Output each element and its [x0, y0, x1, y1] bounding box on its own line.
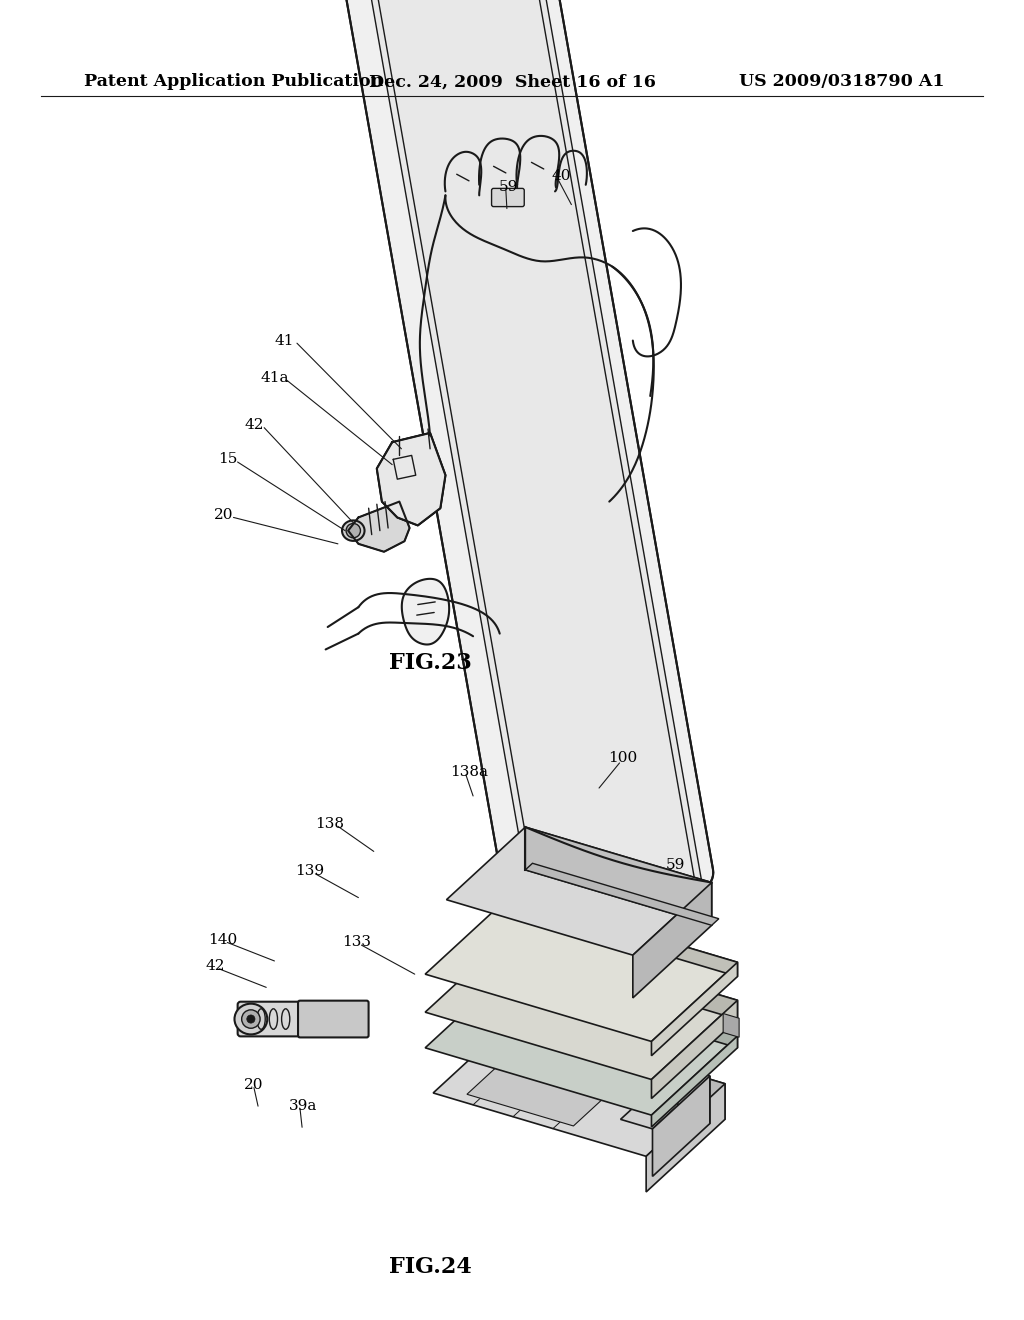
Circle shape: [247, 1015, 255, 1023]
Polygon shape: [651, 962, 737, 1056]
Text: 39a: 39a: [289, 1100, 317, 1113]
Polygon shape: [377, 433, 445, 525]
Polygon shape: [552, 1073, 587, 1089]
Text: 138: 138: [315, 817, 344, 830]
Ellipse shape: [242, 1010, 260, 1028]
Polygon shape: [401, 579, 450, 644]
Text: Dec. 24, 2009  Sheet 16 of 16: Dec. 24, 2009 Sheet 16 of 16: [369, 74, 655, 90]
Polygon shape: [467, 1035, 638, 1126]
Text: 138a: 138a: [450, 766, 488, 779]
Polygon shape: [651, 1036, 737, 1127]
Polygon shape: [525, 863, 719, 925]
Text: 20: 20: [213, 508, 233, 521]
Text: US 2009/0318790 A1: US 2009/0318790 A1: [738, 74, 944, 90]
Text: 134a: 134a: [503, 981, 542, 994]
Text: 59: 59: [500, 181, 518, 194]
Text: 135: 135: [649, 899, 678, 912]
Polygon shape: [651, 1001, 737, 1098]
Polygon shape: [425, 933, 737, 1080]
Text: 134: 134: [530, 1039, 559, 1052]
Text: FIG.24: FIG.24: [389, 1257, 471, 1278]
Polygon shape: [321, 0, 714, 921]
Polygon shape: [511, 933, 737, 1019]
Text: 134c: 134c: [500, 999, 537, 1012]
Polygon shape: [348, 502, 410, 552]
Text: Patent Application Publication: Patent Application Publication: [84, 74, 383, 90]
Text: 42: 42: [205, 960, 225, 973]
Ellipse shape: [342, 520, 365, 541]
Text: 136: 136: [655, 880, 684, 894]
Polygon shape: [511, 969, 737, 1048]
Polygon shape: [646, 1084, 725, 1192]
Text: 100: 100: [608, 751, 637, 764]
Polygon shape: [525, 828, 712, 925]
Polygon shape: [425, 895, 737, 1041]
Polygon shape: [446, 828, 712, 956]
Circle shape: [346, 524, 360, 537]
Text: 15: 15: [218, 453, 237, 466]
Polygon shape: [340, 0, 705, 940]
FancyBboxPatch shape: [492, 189, 524, 207]
Polygon shape: [511, 895, 737, 977]
Text: 134b: 134b: [490, 1018, 529, 1031]
Text: 59: 59: [667, 858, 685, 871]
Text: 132: 132: [639, 941, 668, 954]
Text: 133: 133: [342, 936, 371, 949]
Text: 40: 40: [551, 169, 571, 182]
Text: 140: 140: [209, 933, 238, 946]
Ellipse shape: [234, 1003, 267, 1035]
Text: 42: 42: [244, 418, 264, 432]
FancyBboxPatch shape: [238, 1002, 367, 1036]
Text: 20: 20: [244, 1078, 264, 1092]
Polygon shape: [621, 1067, 710, 1129]
Polygon shape: [633, 883, 712, 998]
Text: FIG.23: FIG.23: [389, 652, 471, 673]
Polygon shape: [512, 1020, 725, 1119]
Polygon shape: [433, 1020, 725, 1156]
FancyBboxPatch shape: [298, 1001, 369, 1038]
Polygon shape: [652, 1076, 710, 1176]
Text: 41a: 41a: [260, 371, 289, 384]
Polygon shape: [425, 969, 737, 1115]
Text: 139: 139: [295, 865, 324, 878]
Polygon shape: [723, 1014, 739, 1038]
Text: 41: 41: [274, 334, 295, 347]
Polygon shape: [678, 1067, 710, 1123]
Polygon shape: [512, 1061, 547, 1077]
